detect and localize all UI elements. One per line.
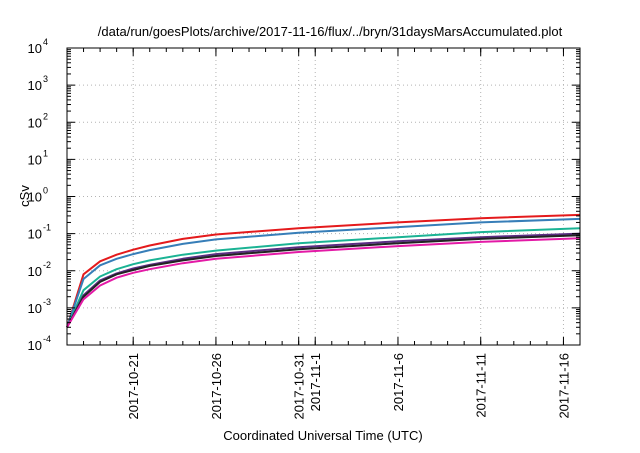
y-axis-label: cSv — [17, 185, 32, 207]
y-tick-exponent: 1 — [43, 148, 48, 158]
y-tick-label: 10 — [28, 264, 42, 279]
x-tick-label: 2017-11-16 — [556, 353, 571, 419]
x-tick-label: 2017-11-11 — [474, 353, 489, 418]
y-tick-exponent: 3 — [43, 74, 48, 84]
chart-title: /data/run/goesPlots/archive/2017-11-16/f… — [98, 24, 563, 39]
series-line-1 — [66, 213, 581, 328]
x-tick-label: 2017-11-6 — [391, 353, 406, 411]
y-tick-label: 10 — [28, 41, 42, 56]
y-tick-label: 10 — [28, 227, 42, 242]
series-layer — [66, 213, 581, 328]
x-tick-label: 2017-10-21 — [126, 353, 141, 420]
y-tick-exponent: -2 — [43, 260, 51, 270]
y-tick-label: 10 — [28, 115, 42, 130]
grid — [67, 48, 580, 345]
y-tick-label: 10 — [28, 301, 42, 316]
y-tick-exponent: -1 — [43, 223, 51, 233]
series-line-2 — [66, 217, 581, 328]
series-line-3 — [66, 227, 581, 328]
x-axis-label: Coordinated Universal Time (UTC) — [223, 428, 422, 443]
y-tick-exponent: 2 — [43, 111, 48, 121]
y-tick-label: 10 — [28, 190, 42, 205]
y-tick-label: 10 — [28, 152, 42, 167]
x-tick-label: 2017-10-26 — [209, 353, 224, 420]
y-tick-exponent: 0 — [43, 186, 48, 196]
series-line-6 — [66, 237, 581, 328]
series-line-4 — [66, 232, 581, 328]
y-tick-label: 10 — [28, 338, 42, 353]
y-tick-label: 10 — [28, 78, 42, 93]
series-line-5 — [66, 234, 581, 328]
x-tick-label: 2017-11-1 — [308, 353, 323, 411]
x-tick-label: 2017-10-31 — [292, 353, 307, 420]
y-tick-exponent: -4 — [43, 334, 51, 344]
y-tick-exponent: -3 — [43, 297, 51, 307]
y-tick-exponent: 4 — [43, 37, 48, 47]
